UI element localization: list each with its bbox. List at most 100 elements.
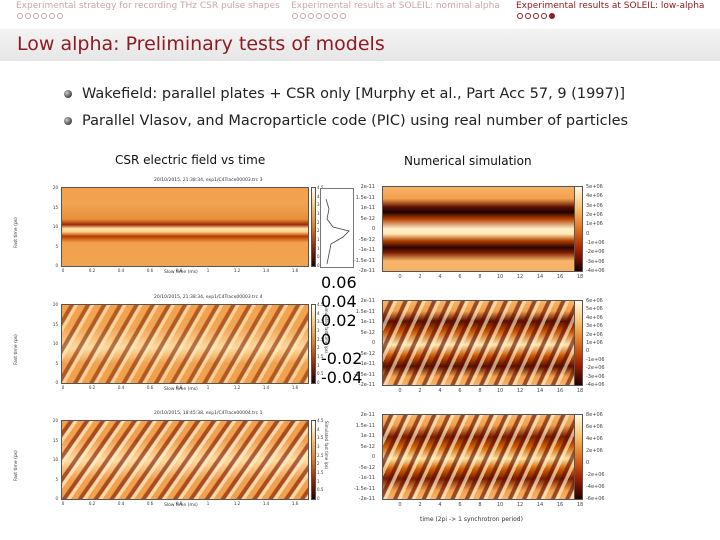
nav-dot[interactable] [25,13,31,19]
y-tick-label: -5e-12 [358,350,375,357]
x-tick-label: 1.4 [262,268,270,273]
x-tick-label: 1.6 [291,268,299,273]
nav-section-strategy[interactable]: Experimental strategy for recording THz … [16,1,280,11]
x-tick-label: 0 [61,385,65,390]
x-tick-label: 0.4 [117,385,125,390]
left-column-heading: CSR electric field vs time [115,153,266,167]
y-tick-label: 0 [55,263,58,268]
nav-dot[interactable] [292,13,298,19]
x-tick-label: 4 [438,502,442,508]
nav-dot[interactable] [525,13,531,19]
simulation-plot-2: 2e-11 1.5e-11 1e-11 5e-12 0 -5e-12 -1e-11 -1.5e… [354,298,710,400]
colorbar-tick-label: -4e+06 [586,268,605,274]
nav-dot[interactable] [324,13,330,19]
y-tick-label: 1e-11 [360,319,375,325]
colorbar-tick-label: 1 [317,245,320,251]
x-tick-label: 18 [576,388,584,394]
colorbar-tick-label: 2.5 [317,336,324,342]
x-tick-label: 14 [536,274,544,280]
nav-dot[interactable] [41,13,47,19]
nav-section-low-alpha[interactable]: Experimental results at SOLEIL: low-alph… [516,1,705,11]
nav-dot[interactable] [300,13,306,19]
nav-dot[interactable] [541,13,547,19]
x-tick-label: 16 [556,388,564,394]
nav-dot[interactable] [316,13,322,19]
x-tick-label: 12 [516,388,524,394]
y-tick-label: 5e-12 [360,443,375,450]
heatmap [61,187,309,267]
y-tick-label: 0 [371,454,375,460]
x-tick-label: 16 [556,502,564,508]
nav-dot[interactable] [308,13,314,19]
nav-dot-current[interactable] [549,13,555,19]
colorbar-tick-label: 4.5 [317,418,324,423]
inset-tick-label: 0 [321,330,332,349]
colorbar-tick-label: 1.5 [317,354,324,359]
electric-field-inset: 0.06 0.04 0.02 0 -0.02 -0.04 [320,188,362,387]
bullet-item: Wakefield: parallel plates + CSR only [M… [64,80,628,107]
inset-tick-label: -0.02 [321,349,363,368]
x-tick-label: 0 [61,268,65,273]
x-axis-label: Slow time (ms) [164,270,198,275]
y-tick-label: -1.5e-11 [354,257,375,264]
x-tick-label: 2 [418,502,422,508]
y-tick-label: 1e-11 [360,433,375,439]
colorbar-tick-label: 3.5 [317,319,324,325]
heatmap [382,300,576,386]
nav-dot[interactable] [533,13,539,19]
y-tick-label: -1e-11 [358,247,375,253]
bullet-icon [64,116,72,125]
nav-dot[interactable] [49,13,55,19]
nav-section-nominal-alpha[interactable]: Experimental results at SOLEIL: nominal … [291,1,500,11]
nav-dot[interactable] [517,13,523,19]
nav-dots-strategy [17,13,63,19]
x-axis-label: Slow time (ms) [164,503,198,508]
colorbar-tick-label: 0.5 [317,371,324,377]
nav-dot[interactable] [340,13,346,19]
colorbar-tick-label: 2.5 [317,452,324,458]
x-axis-label: Slow time (ms) [164,387,198,392]
x-tick-label: 1.2 [233,385,241,390]
nav-dot[interactable] [332,13,338,19]
x-tick-label: 1 [206,268,210,273]
colorbar [311,304,316,384]
x-tick-label: 0.8 [175,501,183,506]
colorbar-tick-label: 4.5 [317,185,323,190]
y-tick-label: -5e-12 [358,464,375,471]
colorbar-tick-label: 2 [317,228,320,234]
y-tick-label: 0 [55,380,58,385]
colorbar-tick-label: 4 [317,426,320,432]
slide-title: Low alpha: Preliminary tests of models [17,33,385,55]
colorbar [574,186,583,272]
colorbar-tick-label: 4 [317,193,320,199]
y-tick-label: 1.5e-11 [355,308,375,315]
y-tick-label: 2e-11 [360,184,375,190]
x-tick-label: 0 [398,388,402,394]
x-tick-label: 1.6 [291,385,299,390]
colorbar-tick-label: 4e+06 [586,436,603,442]
nav-dot[interactable] [17,13,23,19]
x-tick-label: 18 [576,274,584,280]
y-axis-label: Fast time (ps) [14,217,19,248]
simulation-plot-3: 2e-11 1.5e-11 1e-11 5e-12 0 -5e-12 -1e-11 -1.5e… [354,412,710,514]
y-tick-label: 5e-12 [360,215,375,222]
x-tick-label: 1 [206,501,210,506]
colorbar-tick-label: 1.5 [317,470,324,475]
colorbar [574,300,583,386]
x-tick-label: 1.2 [233,501,241,506]
colorbar-tick-label: -1e+06 [586,356,605,363]
nav-dot[interactable] [33,13,39,19]
heatmap [61,420,309,500]
bullet-text: Parallel Vlasov, and Macroparticle code … [82,112,629,129]
x-tick-label: 6 [458,502,462,508]
bullet-icon [64,89,72,98]
x-tick-label: 0.8 [175,268,183,273]
nav-dot[interactable] [57,13,63,19]
y-tick-label: -1e-11 [358,361,375,367]
colorbar-tick-label: 0 [586,348,590,355]
colorbar-tick-label: 0 [317,380,320,385]
colorbar-tick-label: 1 [317,362,320,368]
y-tick-label: 2e-11 [360,412,375,418]
plot-caption: 20/10/2015, 21:38:34, exp1/C4Trace00003.… [154,178,263,183]
x-tick-label: 1.4 [262,385,270,390]
